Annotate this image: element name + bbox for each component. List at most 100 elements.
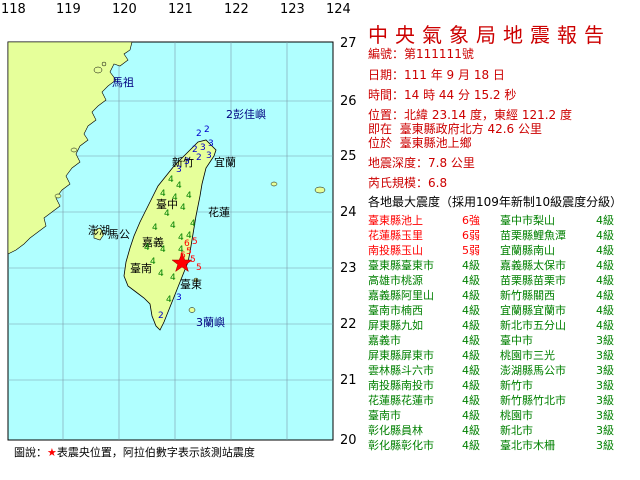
map-place-label: 臺東 — [180, 277, 202, 291]
report-relative-label: 即在 — [368, 122, 393, 136]
station-intensity: 3級 — [596, 379, 614, 392]
report-date-label: 日期： — [368, 68, 405, 82]
station-name: 新竹市 — [500, 379, 533, 392]
taiwan-island-shape — [123, 139, 217, 331]
station-intensity: 4級 — [462, 439, 480, 452]
station-name: 嘉義縣太保市 — [500, 259, 566, 272]
station-intensity-number: 2 — [196, 153, 202, 163]
station-intensity: 3級 — [596, 364, 614, 377]
green-island-shape — [193, 277, 199, 283]
station-intensity-number: 4 — [150, 257, 156, 267]
station-intensity: 4級 — [462, 409, 480, 422]
station-intensity: 4級 — [462, 289, 480, 302]
station-name: 南投縣玉山 — [368, 244, 423, 257]
station-name: 苗栗縣鯉魚潭 — [500, 229, 566, 242]
islet-shape — [314, 186, 326, 194]
station-intensity-number: 4 — [160, 245, 166, 255]
longitude-label: 121 — [168, 2, 193, 17]
map-place-label: 2彭佳嶼 — [226, 107, 266, 121]
lanyu-island-shape — [188, 307, 196, 313]
station-intensity-number: 5 — [192, 237, 198, 247]
legend-prefix: 圖說： — [14, 446, 47, 459]
intensity-caption: 各地最大震度（採用109年新制10級震度分級） — [368, 195, 623, 209]
station-intensity-number: 4 — [170, 221, 176, 231]
report-number-value: 第111111號 — [404, 47, 474, 61]
island-shape — [93, 66, 103, 74]
station-intensity-number: 2 — [204, 125, 210, 135]
map-place-label: 澎湖 — [88, 224, 110, 237]
station-intensity-number: 4 — [144, 243, 150, 253]
station-name: 臺東縣臺東市 — [368, 259, 434, 272]
station-intensity-number: 4 — [178, 245, 184, 255]
report-number-label: 編號： — [368, 47, 405, 61]
report-date-line: 日期：111 年 9 月 18 日 — [368, 68, 505, 82]
latitude-label: 22 — [340, 317, 357, 332]
report-depth-line: 地震深度：7.8 公里 — [368, 156, 475, 170]
station-intensity-number: 3 — [206, 151, 212, 161]
station-intensity: 5弱 — [462, 244, 480, 257]
island-shape — [101, 61, 107, 67]
station-name: 宜蘭縣南山 — [500, 244, 555, 257]
earthquake-report: 中央氣象局地震報告 編號：第111111號 日期：111 年 9 月 18 日 … — [368, 0, 640, 480]
station-name: 苗栗縣苗栗市 — [500, 274, 566, 287]
map-legend: 圖說：★表震央位置，阿拉伯數字表示該測站震度 — [14, 444, 255, 460]
station-intensity-number: 5 — [190, 255, 196, 265]
station-intensity-number: 6 — [184, 239, 190, 249]
station-intensity-number: 4 — [186, 231, 192, 241]
station-name: 臺中市梨山 — [500, 214, 555, 227]
latitude-label: 27 — [340, 36, 357, 51]
station-intensity-number: 4 — [164, 209, 170, 219]
report-depth-label: 地震深度： — [368, 156, 429, 170]
station-intensity-number: 3 — [208, 139, 214, 149]
station-name: 新竹縣關西 — [500, 289, 555, 302]
longitude-label: 119 — [56, 2, 81, 17]
station-name: 臺東縣池上 — [368, 214, 423, 227]
report-time-line: 時間：14 時 44 分 15.2 秒 — [368, 88, 516, 102]
station-intensity-number: 2 — [192, 145, 198, 155]
station-name: 彰化縣彰化市 — [368, 439, 434, 452]
station-name: 嘉義市 — [368, 334, 401, 347]
map-place-label: 馬祖 — [112, 75, 134, 89]
station-name: 彰化縣員林 — [368, 424, 423, 437]
legend-text: 表震央位置，阿拉伯數字表示該測站震度 — [56, 446, 255, 459]
station-intensity-number: 3 — [200, 143, 206, 153]
latitude-label: 21 — [340, 373, 357, 388]
station-name: 雲林縣斗六市 — [368, 364, 434, 377]
station-intensity: 3級 — [596, 439, 614, 452]
station-name: 新北市五分山 — [500, 319, 566, 332]
station-intensity: 3級 — [596, 394, 614, 407]
station-intensity-number: 5 — [186, 247, 192, 257]
report-township-value: 臺東縣池上鄉 — [399, 136, 472, 150]
station-intensity-number: 4 — [178, 233, 184, 243]
report-magnitude-label: 芮氏規模： — [368, 176, 429, 190]
report-location-line: 位置：北緯 23.14 度，東經 121.2 度 — [368, 108, 572, 122]
latitude-label: 23 — [340, 261, 357, 276]
report-title: 中央氣象局地震報告 — [368, 23, 611, 47]
station-intensity-number: 4 — [152, 223, 158, 233]
latitude-label: 20 — [340, 433, 357, 448]
station-name: 花蓮縣玉里 — [368, 229, 423, 242]
station-name: 屏東縣九如 — [368, 319, 423, 332]
report-township-line: 位於 臺東縣池上鄉 — [368, 136, 472, 150]
station-intensity: 4級 — [462, 349, 480, 362]
station-name: 桃園市 — [500, 409, 533, 422]
station-intensity-number: 4 — [172, 193, 178, 203]
station-intensity-number: 3 — [176, 293, 182, 303]
latitude-label: 26 — [340, 94, 357, 109]
station-intensity-number: 2 — [196, 129, 202, 139]
station-intensity: 4級 — [462, 379, 480, 392]
station-intensity: 4級 — [596, 274, 614, 287]
station-intensity: 4級 — [462, 259, 480, 272]
station-intensity: 4級 — [462, 394, 480, 407]
latitude-label: 24 — [340, 205, 357, 220]
station-intensity-number: 4 — [166, 295, 172, 305]
station-intensity-number: 4 — [168, 175, 174, 185]
station-name: 新竹縣竹北市 — [500, 394, 566, 407]
station-intensity: 6弱 — [462, 229, 480, 242]
station-name: 臺南市楠西 — [368, 304, 423, 317]
station-intensity-number: 2 — [158, 311, 164, 321]
station-name: 臺中市 — [500, 334, 533, 347]
station-intensity: 4級 — [462, 364, 480, 377]
station-intensity: 3級 — [596, 424, 614, 437]
